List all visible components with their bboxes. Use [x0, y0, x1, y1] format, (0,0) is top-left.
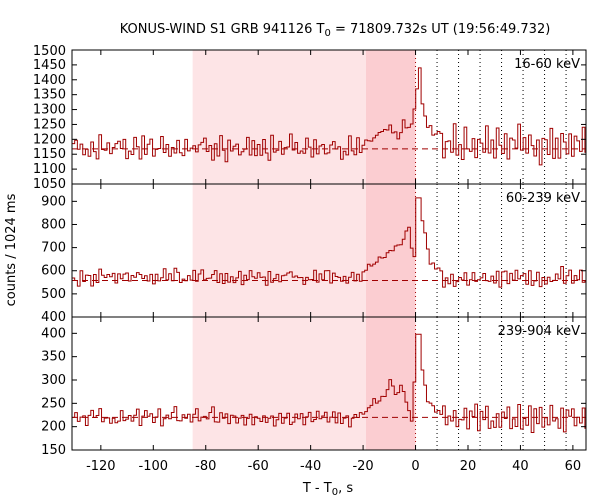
y-tick-label: 500	[41, 287, 66, 302]
x-tick-label: 20	[460, 459, 477, 474]
y-tick-label: 1100	[33, 162, 66, 177]
panel-239-904-kev: 150 200 250 300 350 400 239-904 keV	[41, 316, 587, 458]
x-tick-label: -100	[139, 459, 169, 474]
y-tick-label: 200	[41, 420, 66, 435]
x-tick-label: -80	[195, 459, 216, 474]
x-tick-label: 0	[411, 459, 419, 474]
y-tick-label: 800	[41, 217, 66, 232]
x-axis-label-main: T - T	[302, 481, 332, 496]
energy-band-label-16-60-kev: 16-60 keV	[514, 57, 580, 72]
y-tick-label: 1450	[33, 58, 66, 73]
x-tick-label: -120	[86, 459, 116, 474]
y-tick-label: 400	[41, 310, 66, 325]
x-tick-label: 60	[565, 459, 582, 474]
x-tick-label: -40	[300, 459, 321, 474]
y-tick-label: 1200	[33, 132, 66, 147]
chart-title-subscript: 0	[324, 28, 330, 39]
energy-band-label-239-904-kev: 239-904 keV	[498, 324, 581, 339]
source-interval-shade	[365, 50, 416, 184]
y-tick-label: 1150	[33, 147, 66, 162]
x-axis-label-subscript: 0	[332, 487, 338, 498]
y-tick-label: 1050	[33, 177, 66, 192]
y-tick-label: 1400	[33, 73, 66, 88]
panel-16-60-kev: 1050110011501200125013001350140014501500…	[33, 44, 587, 192]
y-tick-label: 250	[41, 396, 66, 411]
count-rate-histogram	[72, 333, 586, 434]
count-rate-histogram	[72, 197, 586, 288]
x-axis-label-suffix: , s	[338, 481, 353, 496]
y-tick-label: 1500	[33, 44, 66, 59]
y-tick-label: 1350	[33, 88, 66, 103]
y-tick-label: 900	[41, 194, 66, 209]
y-tick-label: 400	[41, 326, 66, 341]
y-tick-label: 600	[41, 264, 66, 279]
y-tick-label: 300	[41, 373, 66, 388]
chart-title-prefix: KONUS-WIND S1 GRB 941126 T	[120, 22, 325, 37]
y-tick-label: 700	[41, 241, 66, 256]
background-interval-shade	[192, 50, 366, 184]
x-tick-label: -20	[352, 459, 373, 474]
y-axis-label: counts / 1024 ms	[4, 193, 19, 306]
background-interval-shade	[192, 317, 366, 450]
source-interval-shade	[365, 317, 416, 450]
chart-title: KONUS-WIND S1 GRB 941126 T0 = 71809.732s…	[120, 22, 551, 39]
panel-frame	[71, 316, 587, 451]
x-axis-label: T - T0, s	[302, 481, 353, 498]
x-tick-label: -60	[248, 459, 269, 474]
y-tick-label: 1300	[33, 103, 66, 118]
y-tick-label: 150	[41, 443, 66, 458]
x-tick-label: 40	[512, 459, 529, 474]
background-interval-shade	[192, 184, 366, 317]
energy-band-label-60-239-kev: 60-239 keV	[506, 191, 580, 206]
y-tick-label: 1250	[33, 117, 66, 132]
panel-60-239-kev: 400 500 600 700 800 900 60-239 keV	[41, 183, 587, 325]
count-rate-histogram	[72, 67, 586, 166]
y-tick-label: 350	[41, 350, 66, 365]
chart-title-suffix: = 71809.732s UT (19:56:49.732)	[331, 22, 550, 37]
